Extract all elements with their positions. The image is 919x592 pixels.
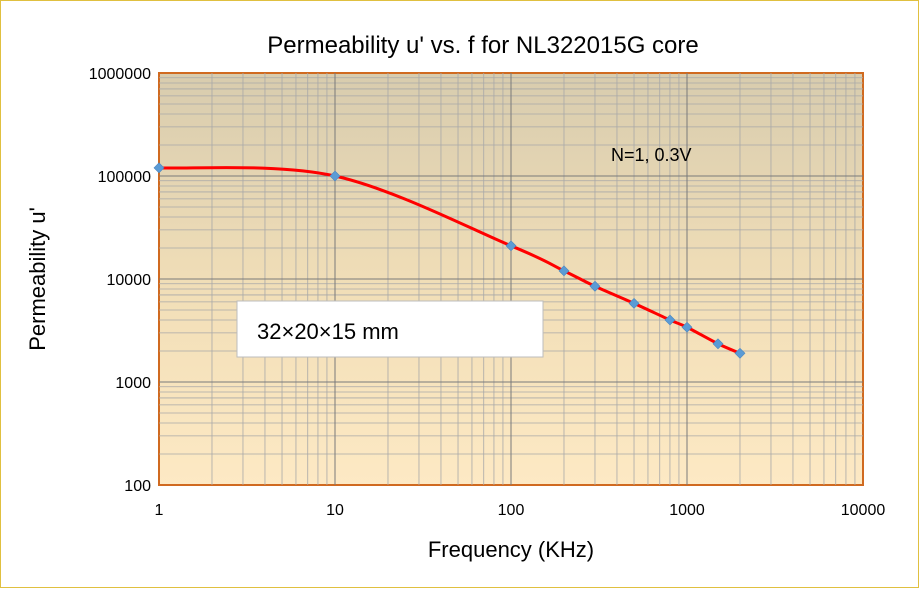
series-layer xyxy=(153,162,746,359)
data-point xyxy=(153,162,165,174)
major-gridlines xyxy=(159,73,863,485)
y-axis-label: Permeability u' xyxy=(25,207,50,351)
y-tick-label: 100 xyxy=(124,478,151,495)
x-tick-label: 10000 xyxy=(841,502,886,519)
data-point xyxy=(505,240,517,252)
condition-annotation: N=1, 0.3V xyxy=(611,145,692,165)
chart-title: Permeability u' vs. f for NL322015G core xyxy=(267,32,698,59)
y-tick-label: 100000 xyxy=(98,169,151,186)
x-tick-label: 100 xyxy=(498,502,525,519)
y-tick-label: 1000 xyxy=(115,375,151,392)
y-tick-label: 1000000 xyxy=(89,66,151,83)
dimensions-annotation: 32×20×15 mm xyxy=(257,319,399,344)
data-point xyxy=(329,170,341,182)
data-point xyxy=(712,338,724,350)
x-tick-label: 1000 xyxy=(669,502,705,519)
y-tick-labels: 100 1000 10000 100000 1000000 xyxy=(89,66,151,495)
data-point xyxy=(589,280,601,292)
data-point xyxy=(664,314,676,326)
x-tick-label: 10 xyxy=(326,502,344,519)
data-point xyxy=(734,347,746,359)
data-point xyxy=(681,321,693,333)
y-tick-label: 10000 xyxy=(107,272,152,289)
x-tick-label: 1 xyxy=(155,502,164,519)
dimensions-box xyxy=(236,300,544,358)
data-point xyxy=(558,265,570,277)
x-tick-labels: 1 10 100 1000 10000 xyxy=(155,502,886,519)
data-point xyxy=(628,297,640,309)
x-axis-label: Frequency (KHz) xyxy=(428,537,594,562)
